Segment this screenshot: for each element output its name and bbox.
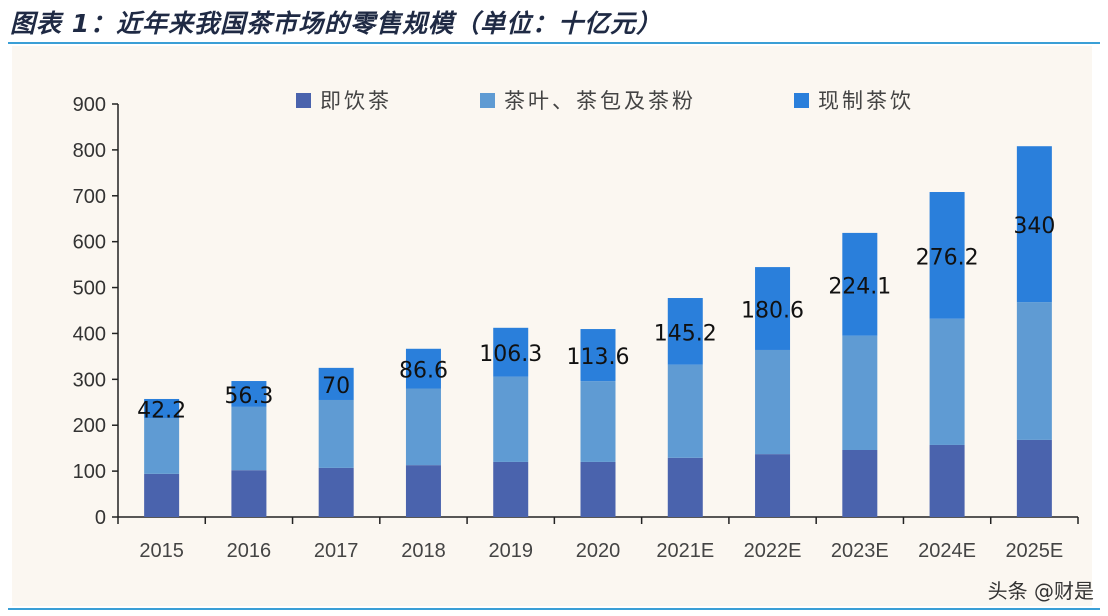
y-tick-label: 300 — [73, 369, 106, 391]
y-tick-label: 200 — [73, 415, 106, 437]
y-tick-label: 800 — [73, 140, 106, 162]
data-label: 86.6 — [399, 359, 448, 384]
y-tick-label: 900 — [73, 94, 106, 116]
bar-segment-3 — [144, 398, 180, 419]
y-tick-label: 500 — [73, 278, 106, 300]
x-tick-label: 2021E — [656, 540, 714, 562]
chart-panel — [12, 46, 1092, 606]
legend-swatch — [794, 93, 809, 108]
y-tick-label: 0 — [95, 507, 106, 529]
x-tick-label: 2025E — [1005, 540, 1063, 562]
bar-segment-1 — [667, 457, 703, 517]
x-tick-label: 2024E — [918, 540, 976, 562]
bar-segment-3 — [929, 192, 965, 319]
legend-label: 茶叶、茶包及茶粉 — [504, 89, 696, 113]
bar-segment-2 — [755, 349, 791, 455]
chart-title: 图表 1：近年来我国茶市场的零售规模（单位：十亿元） — [10, 9, 663, 38]
bar-segment-3 — [405, 348, 441, 389]
x-tick-label: 2022E — [744, 540, 802, 562]
bar-segment-2 — [144, 418, 180, 474]
bar-segment-3 — [755, 267, 791, 350]
bar-segment-3 — [667, 298, 703, 365]
bar-segment-1 — [405, 465, 441, 517]
bar-segment-1 — [231, 470, 267, 517]
data-label: 42.2 — [137, 399, 186, 424]
bar-segment-3 — [318, 367, 354, 400]
bar-segment-1 — [318, 467, 354, 517]
bar-segment-1 — [144, 473, 180, 517]
bar-segment-2 — [318, 399, 354, 468]
bar-segment-1 — [842, 450, 878, 517]
data-label: 180.6 — [741, 299, 804, 324]
bar-segment-3 — [1016, 146, 1052, 303]
bar-segment-2 — [493, 376, 529, 462]
data-label: 276.2 — [916, 245, 979, 270]
bar-segment-3 — [842, 232, 878, 336]
bottom-divider — [8, 608, 1100, 610]
legend-label: 即饮茶 — [320, 89, 392, 113]
legend-swatch — [296, 93, 311, 108]
data-label: 56.3 — [224, 384, 273, 409]
x-tick-label: 2019 — [488, 540, 533, 562]
x-tick-label: 2023E — [831, 540, 889, 562]
bar-segment-1 — [493, 461, 529, 517]
bar-segment-2 — [1016, 302, 1052, 440]
data-label: 340 — [1013, 214, 1055, 239]
data-label: 224.1 — [828, 274, 891, 299]
bar-segment-3 — [493, 327, 529, 377]
legend-label: 现制茶饮 — [818, 89, 914, 113]
y-tick-label: 700 — [73, 186, 106, 208]
x-tick-label: 2020 — [576, 540, 621, 562]
bar-segment-2 — [929, 318, 965, 445]
x-tick-label: 2015 — [139, 540, 184, 562]
bar-segment-3 — [580, 329, 616, 382]
x-tick-label: 2017 — [314, 540, 359, 562]
legend-swatch — [480, 93, 495, 108]
x-tick-label: 2018 — [401, 540, 446, 562]
bar-segment-1 — [755, 454, 791, 517]
data-label: 70 — [322, 374, 350, 399]
bar-segment-1 — [929, 444, 965, 517]
bar-segment-2 — [405, 388, 441, 466]
bar-segment-3 — [231, 381, 267, 407]
bar-segment-1 — [1016, 439, 1052, 517]
bar-segment-2 — [842, 335, 878, 451]
bar-segment-2 — [231, 406, 267, 471]
data-label: 106.3 — [479, 342, 542, 367]
y-tick-label: 400 — [73, 323, 106, 345]
bar-segment-1 — [580, 461, 616, 517]
title-divider — [8, 42, 1100, 44]
data-label: 113.6 — [567, 345, 630, 370]
watermark: 头条 @财是 — [987, 579, 1094, 603]
x-tick-label: 2016 — [227, 540, 272, 562]
bar-segment-2 — [580, 381, 616, 462]
y-tick-label: 600 — [73, 232, 106, 254]
y-tick-label: 100 — [73, 461, 106, 483]
data-label: 145.2 — [654, 321, 717, 346]
bar-segment-2 — [667, 364, 703, 458]
